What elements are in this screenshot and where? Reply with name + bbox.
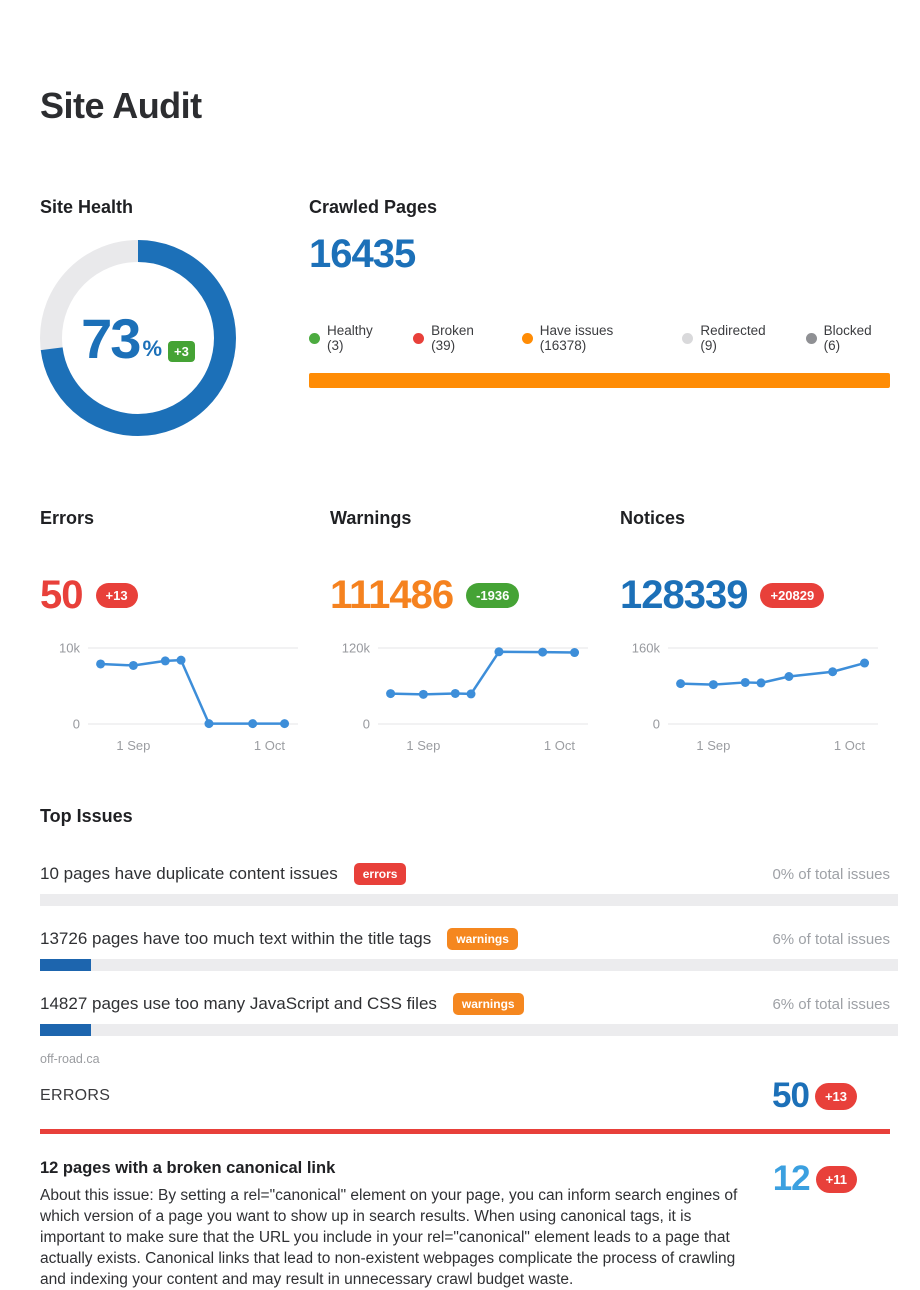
issue-progress-bar <box>40 894 898 906</box>
issue-delta-badge: +11 <box>815 1165 857 1193</box>
metric-delta-badge-warnings: -1936 <box>466 583 520 608</box>
y-axis-zero-label: 0 <box>72 716 80 732</box>
metric-card-errors[interactable]: Errors 50 +13 10k 0 1 Sep 1 Oct <box>40 508 298 756</box>
issue-progress-bar <box>40 959 898 971</box>
legend-item-have-issues[interactable]: Have issues (16378) <box>521 323 661 353</box>
errors-chart-x-axis: 1 Sep 1 Oct <box>88 738 298 756</box>
y-axis-zero-label: 0 <box>362 716 370 732</box>
site-health-unit: % <box>142 336 163 361</box>
legend-label: Blocked (6) <box>823 323 872 353</box>
notices-trend-chart <box>668 640 878 732</box>
top-issues-section: Top Issues 10 pages have duplicate conte… <box>40 806 898 1036</box>
metric-value-warnings: 111486 <box>330 573 454 617</box>
errors-trend-chart <box>88 640 298 732</box>
issue-count-group: 12 +11 <box>773 1159 857 1199</box>
legend-dot-blocked <box>805 332 817 344</box>
warnings-trend-chart <box>378 640 588 732</box>
issue-share-label: 6% of total issues <box>772 995 890 1013</box>
legend-dot-redirected <box>682 332 694 344</box>
x-axis-tick: 1 Sep <box>116 738 151 753</box>
warnings-chart-x-axis: 1 Sep 1 Oct <box>378 738 588 756</box>
metrics-row: Errors 50 +13 10k 0 1 Sep 1 Oct Warnings … <box>40 508 890 756</box>
y-axis-top-label: 10k <box>59 640 80 656</box>
legend-item-healthy[interactable]: Healthy (3) <box>309 323 391 353</box>
top-issue-row: 10 pages have duplicate content issues e… <box>40 863 898 906</box>
overview-section: Site Health 73 % +3 Crawled Pages 16435 <box>40 197 890 436</box>
issue-detail-title[interactable]: 12 pages with a broken canonical link <box>40 1159 336 1177</box>
metric-card-notices[interactable]: Notices 128339 +20829 160k 0 1 Sep 1 Oct <box>620 508 878 756</box>
top-issue-link[interactable]: 10 pages have duplicate content issues <box>40 864 338 883</box>
x-axis-tick: 1 Sep <box>696 738 731 753</box>
site-health-value: 73 <box>81 306 141 370</box>
x-axis-tick: 1 Oct <box>253 738 285 753</box>
errors-tag[interactable]: errors <box>353 863 407 885</box>
y-axis-top-label: 160k <box>631 640 660 656</box>
legend-label: Broken (39) <box>431 323 474 353</box>
warnings-tag[interactable]: warnings <box>452 993 524 1015</box>
errors-report-header: ERRORS 50 +13 <box>40 1076 890 1116</box>
errors-section-label: ERRORS <box>40 1087 111 1104</box>
top-issue-row: 13726 pages have too much text within th… <box>40 928 898 971</box>
errors-delta-badge: +13 <box>814 1082 857 1110</box>
issue-detail-block: 12 pages with a broken canonical link Ab… <box>40 1159 890 1290</box>
crawled-pages-title: Crawled Pages <box>309 197 438 217</box>
crawled-pages-widget: Crawled Pages 16435 Healthy (3) Broken (… <box>309 197 890 436</box>
metric-delta-badge-errors: +13 <box>95 583 138 608</box>
legend-label: Healthy (3) <box>327 323 373 353</box>
issue-share-label: 6% of total issues <box>772 930 890 948</box>
page-title: Site Audit <box>40 85 202 126</box>
metric-title-errors: Errors <box>40 508 95 528</box>
metric-value-notices: 128339 <box>620 573 748 617</box>
issue-progress-bar <box>40 1024 898 1036</box>
y-axis-zero-label: 0 <box>652 716 660 732</box>
top-issues-title: Top Issues <box>40 806 133 826</box>
legend-item-blocked[interactable]: Blocked (6) <box>805 323 890 353</box>
legend-item-redirected[interactable]: Redirected (9) <box>682 323 783 353</box>
x-axis-tick: 1 Oct <box>833 738 865 753</box>
top-issue-link[interactable]: 14827 pages use too many JavaScript and … <box>40 994 437 1013</box>
errors-section-divider <box>40 1129 890 1134</box>
issue-count: 12 <box>772 1159 811 1198</box>
notices-chart-x-axis: 1 Sep 1 Oct <box>668 738 878 756</box>
site-health-title: Site Health <box>40 197 134 217</box>
crawled-pages-value: 16435 <box>309 232 416 276</box>
errors-count-group: 50 +13 <box>772 1076 857 1116</box>
metric-card-warnings[interactable]: Warnings 111486 -1936 120k 0 1 Sep 1 Oct <box>330 508 588 756</box>
top-issue-link[interactable]: 13726 pages have too much text within th… <box>40 929 432 948</box>
legend-dot-healthy <box>309 332 320 344</box>
issue-share-label: 0% of total issues <box>772 865 890 883</box>
metric-delta-badge-notices: +20829 <box>760 583 825 608</box>
site-health-widget: Site Health 73 % +3 <box>40 197 272 436</box>
site-health-donut-chart <box>40 240 236 436</box>
metric-title-warnings: Warnings <box>330 508 412 528</box>
site-health-donut: 73 % +3 <box>40 240 236 436</box>
issue-detail-description: About this issue: By setting a rel="cano… <box>40 1187 738 1288</box>
x-axis-tick: 1 Oct <box>543 738 575 753</box>
legend-dot-have-issues <box>521 332 533 344</box>
metric-title-notices: Notices <box>620 508 686 528</box>
errors-count: 50 <box>772 1076 810 1115</box>
legend-item-broken[interactable]: Broken (39) <box>413 323 500 353</box>
legend-label: Redirected (9) <box>700 323 766 353</box>
top-issue-row: 14827 pages use too many JavaScript and … <box>40 993 898 1036</box>
x-axis-tick: 1 Sep <box>406 738 441 753</box>
metric-value-errors: 50 <box>40 573 83 617</box>
y-axis-top-label: 120k <box>341 640 370 656</box>
site-health-delta-badge: +3 <box>168 340 195 362</box>
warnings-tag[interactable]: warnings <box>447 928 518 950</box>
legend-label: Have issues (16378) <box>539 323 614 353</box>
crawled-pages-stacked-bar <box>309 373 890 388</box>
legend-dot-broken <box>413 332 425 344</box>
crawled-pages-legend: Healthy (3) Broken (39) Have issues (163… <box>309 323 890 353</box>
report-domain: off-road.ca <box>40 1052 100 1066</box>
